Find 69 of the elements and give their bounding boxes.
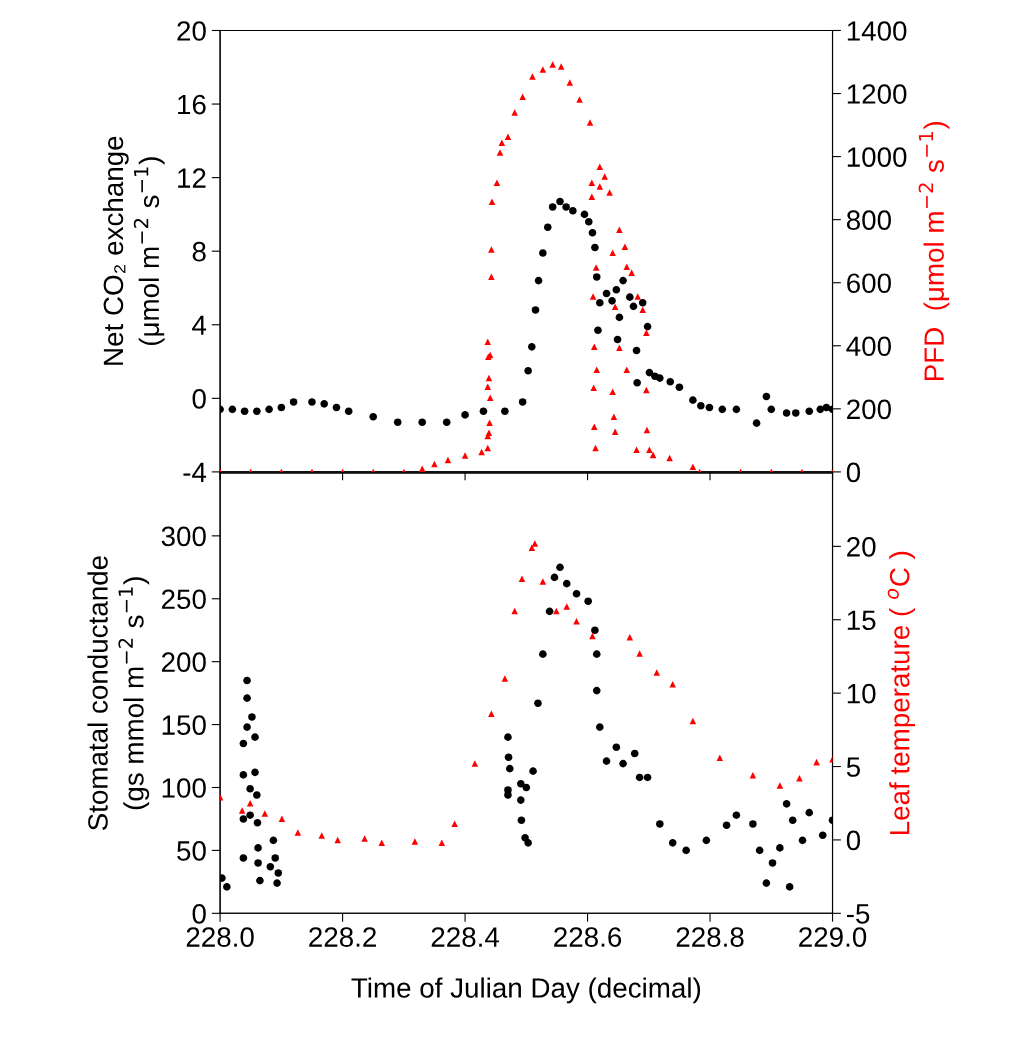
y-tick-label: 0 xyxy=(192,903,206,924)
point xyxy=(294,829,302,836)
y-axis-title: Net CO₂ exchange (μmol m$^{−2}$ s$^{−1}$) xyxy=(102,136,165,365)
point xyxy=(528,544,536,552)
y-tick-label: -4 xyxy=(183,462,207,482)
y2-tick-label: 800 xyxy=(846,210,891,230)
point xyxy=(553,607,560,615)
y-axis-title: Stomatal conductande (gs mmol m$^{−2}$ s$^{−1}$) xyxy=(87,556,150,831)
y2-tick-label: 5 xyxy=(846,757,860,777)
point xyxy=(501,675,509,682)
point xyxy=(531,540,539,547)
y2-tick-label: 1400 xyxy=(847,21,907,41)
point xyxy=(438,839,446,847)
point xyxy=(589,632,596,640)
point xyxy=(796,775,803,782)
x-tick-label: 228.4 xyxy=(431,927,500,947)
x-axis-title: Time of Julian Day (decimal) xyxy=(351,977,701,1004)
y2-tick-label: 20 xyxy=(847,537,876,557)
point xyxy=(361,835,368,842)
point xyxy=(626,634,634,641)
point xyxy=(511,607,518,615)
point xyxy=(653,669,661,676)
point xyxy=(716,754,724,761)
point xyxy=(539,578,547,585)
x-tick-label: 228.2 xyxy=(309,927,376,947)
y2-tick-label: 10 xyxy=(847,683,876,704)
point xyxy=(488,710,495,717)
point xyxy=(563,603,570,610)
y-tick-label: 8 xyxy=(192,241,206,262)
point xyxy=(749,772,757,779)
y2-tick-label: 1200 xyxy=(847,84,907,104)
point xyxy=(471,760,479,767)
y-tick-label: 0 xyxy=(192,389,206,409)
x-tick-label: 228.0 xyxy=(186,927,254,947)
x-tick-label: 229.0 xyxy=(799,927,867,947)
y2-tick-label: 1000 xyxy=(847,147,907,167)
y-tick-label: 4 xyxy=(192,315,207,335)
y2-tick-label: 0 xyxy=(846,462,861,483)
point xyxy=(238,807,246,814)
y2-tick-label: 0 xyxy=(846,830,861,851)
y-tick-label: 12 xyxy=(178,168,206,188)
y2-tick-label: 15 xyxy=(847,610,876,631)
point xyxy=(669,681,676,688)
point xyxy=(518,575,526,582)
point xyxy=(334,836,341,844)
y-tick-label: 250 xyxy=(161,589,206,610)
y2-tick-label: 200 xyxy=(847,399,891,420)
y-tick-label: 300 xyxy=(161,526,206,547)
x-tick-label: 228.8 xyxy=(676,927,744,947)
x-tick-label: 228.6 xyxy=(554,927,622,947)
y-tick-label: 50 xyxy=(177,841,206,861)
point xyxy=(318,832,326,839)
point xyxy=(261,810,269,817)
point xyxy=(378,839,386,847)
point xyxy=(278,815,286,822)
y2-axis-title: PFD (μmol m$^{−2}$ s$^{−1}$) xyxy=(918,121,950,381)
y-tick-label: 150 xyxy=(162,715,206,735)
point xyxy=(776,782,784,789)
point xyxy=(411,838,419,845)
y2-axis-title: Leaf temperature ( $^{o}$C ) xyxy=(887,551,916,835)
y-tick-label: 200 xyxy=(161,652,206,673)
y2-tick-label: 600 xyxy=(847,273,891,294)
point xyxy=(451,820,458,828)
y2-tick-label: -5 xyxy=(846,904,870,924)
y-tick-label: 20 xyxy=(177,21,206,41)
y-tick-label: 16 xyxy=(178,94,206,115)
point xyxy=(636,650,643,657)
y-tick-label: 100 xyxy=(162,778,206,798)
y2-tick-label: 400 xyxy=(846,336,891,357)
